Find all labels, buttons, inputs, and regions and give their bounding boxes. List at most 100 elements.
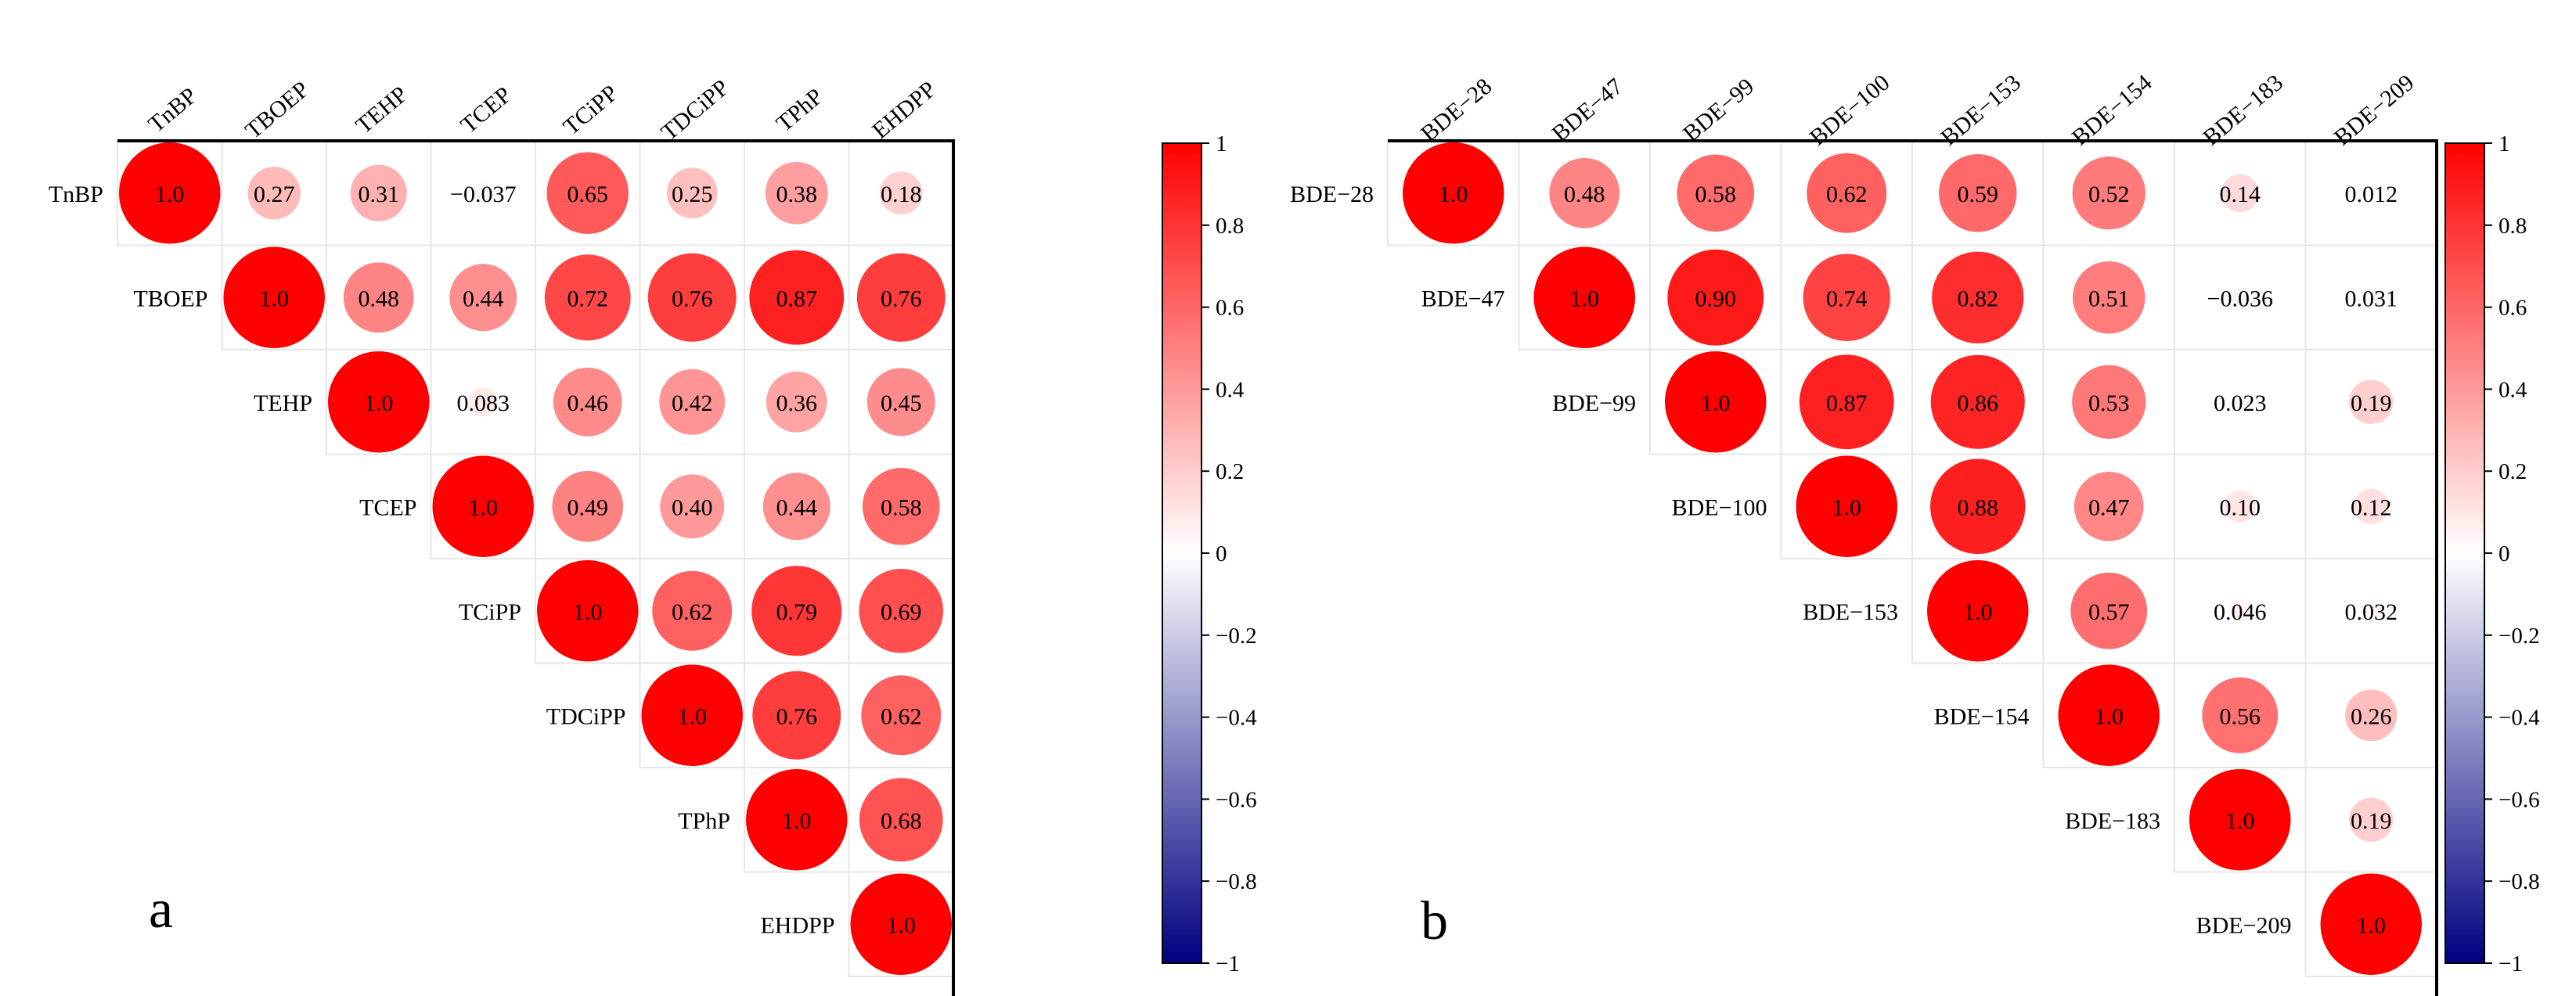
column-label: TnBP	[143, 83, 202, 138]
correlation-circle	[1939, 154, 2017, 232]
correlation-value: 1.0	[2225, 808, 2255, 834]
correlation-circle	[647, 253, 737, 342]
colorbar-tick-label: −1	[1216, 951, 1240, 976]
correlation-circle	[1807, 153, 1887, 233]
correlation-circle	[2224, 490, 2257, 523]
column-label: BDE−99	[1678, 74, 1759, 147]
correlation-value: 0.56	[2220, 703, 2261, 729]
correlation-value: 1.0	[782, 808, 812, 834]
row-label: BDE−183	[2065, 808, 2160, 834]
correlation-value: 1.0	[155, 182, 185, 207]
column-label: BDE−153	[1936, 70, 2026, 151]
correlation-circle	[2353, 488, 2389, 524]
correlation-value: 0.031	[2345, 286, 2398, 311]
correlation-value: 0.44	[776, 494, 818, 520]
correlation-circle	[2221, 174, 2259, 212]
correlation-value: −0.036	[2207, 286, 2273, 311]
row-label: TBOEP	[133, 286, 207, 311]
correlation-circle	[2072, 156, 2145, 230]
correlation-value: 0.51	[2088, 286, 2130, 311]
colorbar-tick-label: −0.2	[1216, 624, 1257, 649]
panel-b-correlation-matrix: 1.0 0.48 0.58 0.62 0.59 0.52 0.14 0.012 1.0 0.90 0…	[1290, 70, 2540, 996]
correlation-value: 1.0	[2357, 912, 2387, 938]
correlation-value: 0.47	[2088, 494, 2130, 520]
correlation-value: 0.19	[2351, 808, 2392, 834]
colorbar-tick-label: 0.2	[2499, 459, 2527, 484]
correlation-circle	[2073, 261, 2145, 334]
correlation-value: 0.023	[2214, 390, 2267, 416]
axis-frame	[1388, 139, 2438, 996]
correlation-value: 0.87	[1826, 390, 1868, 416]
correlation-circle	[2362, 602, 2380, 620]
colorbar-tick-label: 0	[2499, 541, 2510, 566]
correlation-circle	[765, 161, 828, 225]
column-label: BDE−47	[1547, 74, 1628, 147]
correlation-circle	[2189, 769, 2291, 871]
correlation-circle	[1533, 246, 1635, 348]
row-label: BDE−47	[1421, 286, 1505, 311]
colorbar-tick-label: 0	[1216, 541, 1227, 566]
correlation-value: 1.0	[2095, 703, 2124, 729]
correlation-circle	[1667, 249, 1764, 346]
correlation-circle	[762, 473, 830, 541]
correlation-value: 0.58	[881, 494, 922, 520]
colorbar-tick-label: 1	[2499, 131, 2510, 156]
correlation-value: 0.82	[1958, 286, 1999, 311]
correlation-circle	[1665, 351, 1767, 453]
correlation-circle	[544, 254, 631, 341]
correlation-circle	[247, 167, 301, 220]
correlation-circle	[641, 664, 743, 766]
correlation-circle	[350, 164, 407, 221]
correlation-circle	[328, 351, 430, 453]
correlation-value: 0.26	[2351, 703, 2392, 729]
correlation-circle	[766, 371, 827, 433]
row-label: TDCiPP	[546, 703, 626, 729]
correlation-circle	[666, 167, 718, 219]
colorbar-tick-label: −1	[2499, 951, 2523, 976]
correlation-value: 0.48	[358, 286, 400, 311]
correlation-value: 1.0	[678, 703, 708, 729]
correlation-circle	[879, 171, 923, 215]
correlation-value: 0.62	[1826, 182, 1868, 207]
panel-label: b	[1421, 891, 1448, 951]
column-label: BDE−154	[2067, 70, 2157, 151]
correlation-circle	[859, 778, 943, 862]
row-label: BDE−28	[1290, 182, 1374, 207]
correlation-value: 0.44	[463, 286, 504, 311]
colorbar-tick-label: 0.4	[2499, 377, 2527, 402]
correlation-circle	[2228, 599, 2251, 622]
column-label: BDE−100	[1805, 70, 1895, 151]
correlation-circle	[862, 467, 940, 545]
colorbar-tick-label: 0.2	[1216, 459, 1244, 484]
correlation-value: 0.083	[457, 390, 510, 416]
correlation-value: 0.31	[358, 182, 400, 207]
correlation-circle	[546, 152, 629, 234]
correlation-value: 0.86	[1958, 390, 1999, 416]
correlation-value: 0.12	[2351, 494, 2392, 520]
correlation-value: 0.62	[881, 703, 922, 729]
correlation-circle	[1796, 455, 1897, 557]
correlation-circle	[1803, 253, 1890, 341]
colorbar-tick-label: 0.4	[1216, 377, 1245, 402]
correlation-circle	[2365, 187, 2377, 199]
colorbar-tick-label: −0.6	[1216, 787, 1257, 812]
column-label: TCEP	[456, 82, 516, 138]
correlation-circle	[660, 474, 725, 539]
row-label: BDE−153	[1803, 599, 1898, 625]
row-label: TCEP	[359, 494, 416, 520]
correlation-circle	[1927, 560, 2029, 662]
column-label: TEHP	[351, 81, 413, 138]
correlation-value: 1.0	[887, 912, 917, 938]
correlation-value: 0.18	[881, 182, 922, 207]
colorbar-tick-label: −0.6	[2499, 787, 2540, 812]
correlation-circle	[751, 566, 842, 656]
column-label: TCiPP	[558, 80, 623, 140]
row-label: BDE−209	[2196, 912, 2292, 938]
correlation-value: 0.69	[881, 599, 922, 625]
correlation-value: 0.14	[2220, 182, 2261, 207]
correlation-circle	[2058, 664, 2160, 766]
correlation-value: 1.0	[1439, 182, 1468, 207]
correlation-circle	[1930, 354, 2025, 449]
correlation-circle	[652, 570, 733, 651]
row-label: TnBP	[49, 182, 103, 207]
